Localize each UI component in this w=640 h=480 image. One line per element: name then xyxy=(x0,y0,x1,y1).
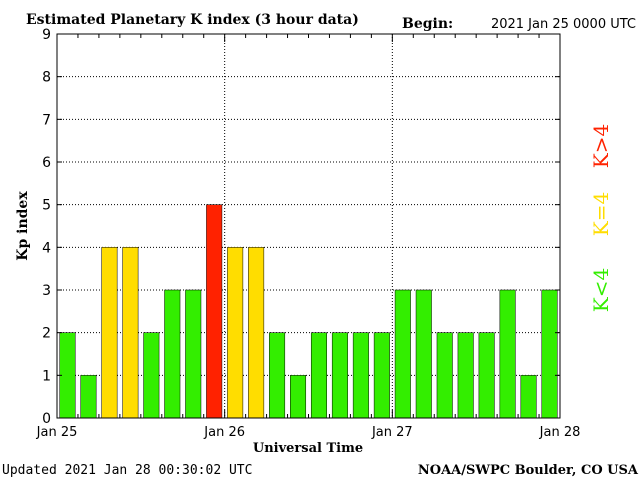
kp-bar xyxy=(227,247,244,419)
kp-bar xyxy=(499,289,516,419)
kp-bar xyxy=(122,247,139,419)
kp-bar xyxy=(457,332,474,419)
x-tick-label: Jan 28 xyxy=(539,425,581,440)
kp-bar xyxy=(101,247,118,419)
legend-item: K>4 xyxy=(589,124,613,168)
kp-bar xyxy=(185,289,202,419)
x-tick-label: Jan 27 xyxy=(371,425,413,440)
grid-lines xyxy=(57,34,560,418)
y-tick-label: 2 xyxy=(42,326,51,342)
kp-bar xyxy=(478,332,495,419)
kp-bar xyxy=(541,289,558,419)
y-tick-label: 7 xyxy=(42,112,51,128)
kp-bar xyxy=(248,247,265,419)
kp-bar xyxy=(394,289,411,419)
y-tick-label: 8 xyxy=(42,70,51,86)
y-axis: 0 1 2 3 4 5 6 7 8 9 xyxy=(42,27,560,427)
kp-bar xyxy=(59,332,76,419)
kp-bar xyxy=(415,289,432,419)
x-axis-label: Universal Time xyxy=(253,441,363,456)
chart-title: Estimated Planetary K index (3 hour data… xyxy=(26,12,359,28)
legend-item: K=4 xyxy=(589,192,613,236)
legend: K<4 K=4 K>4 xyxy=(589,124,613,312)
kp-bar xyxy=(80,375,97,419)
kp-bar xyxy=(310,332,327,419)
kp-bar xyxy=(436,332,453,419)
kp-bar xyxy=(352,332,369,419)
kp-bar xyxy=(373,332,390,419)
kp-bar xyxy=(206,204,223,419)
x-tick-label: Jan 25 xyxy=(36,425,78,440)
begin-label: Begin: xyxy=(402,16,453,32)
y-tick-label: 1 xyxy=(42,368,51,384)
y-tick-label: 4 xyxy=(42,240,51,256)
y-axis-label: Kp index xyxy=(15,191,31,261)
updated-timestamp: Updated 2021 Jan 28 00:30:02 UTC xyxy=(2,463,252,478)
x-axis: Jan 25 Jan 26 Jan 27 Jan 28 xyxy=(36,34,581,440)
kp-bar xyxy=(331,332,348,419)
y-tick-label: 5 xyxy=(42,198,51,214)
y-tick-label: 0 xyxy=(42,411,51,427)
y-tick-label: 3 xyxy=(42,283,51,299)
bars xyxy=(59,204,558,419)
kp-bar xyxy=(290,375,307,419)
kp-bar xyxy=(269,332,286,419)
kp-bar xyxy=(520,375,537,419)
legend-item: K<4 xyxy=(589,268,613,312)
kp-bar xyxy=(164,289,181,419)
y-tick-label: 6 xyxy=(42,155,51,171)
x-tick-label: Jan 26 xyxy=(203,425,245,440)
y-tick-label: 9 xyxy=(42,27,51,43)
kp-bar xyxy=(143,332,160,419)
source-credit: NOAA/SWPC Boulder, CO USA xyxy=(418,463,639,478)
begin-value: 2021 Jan 25 0000 UTC xyxy=(491,17,636,32)
